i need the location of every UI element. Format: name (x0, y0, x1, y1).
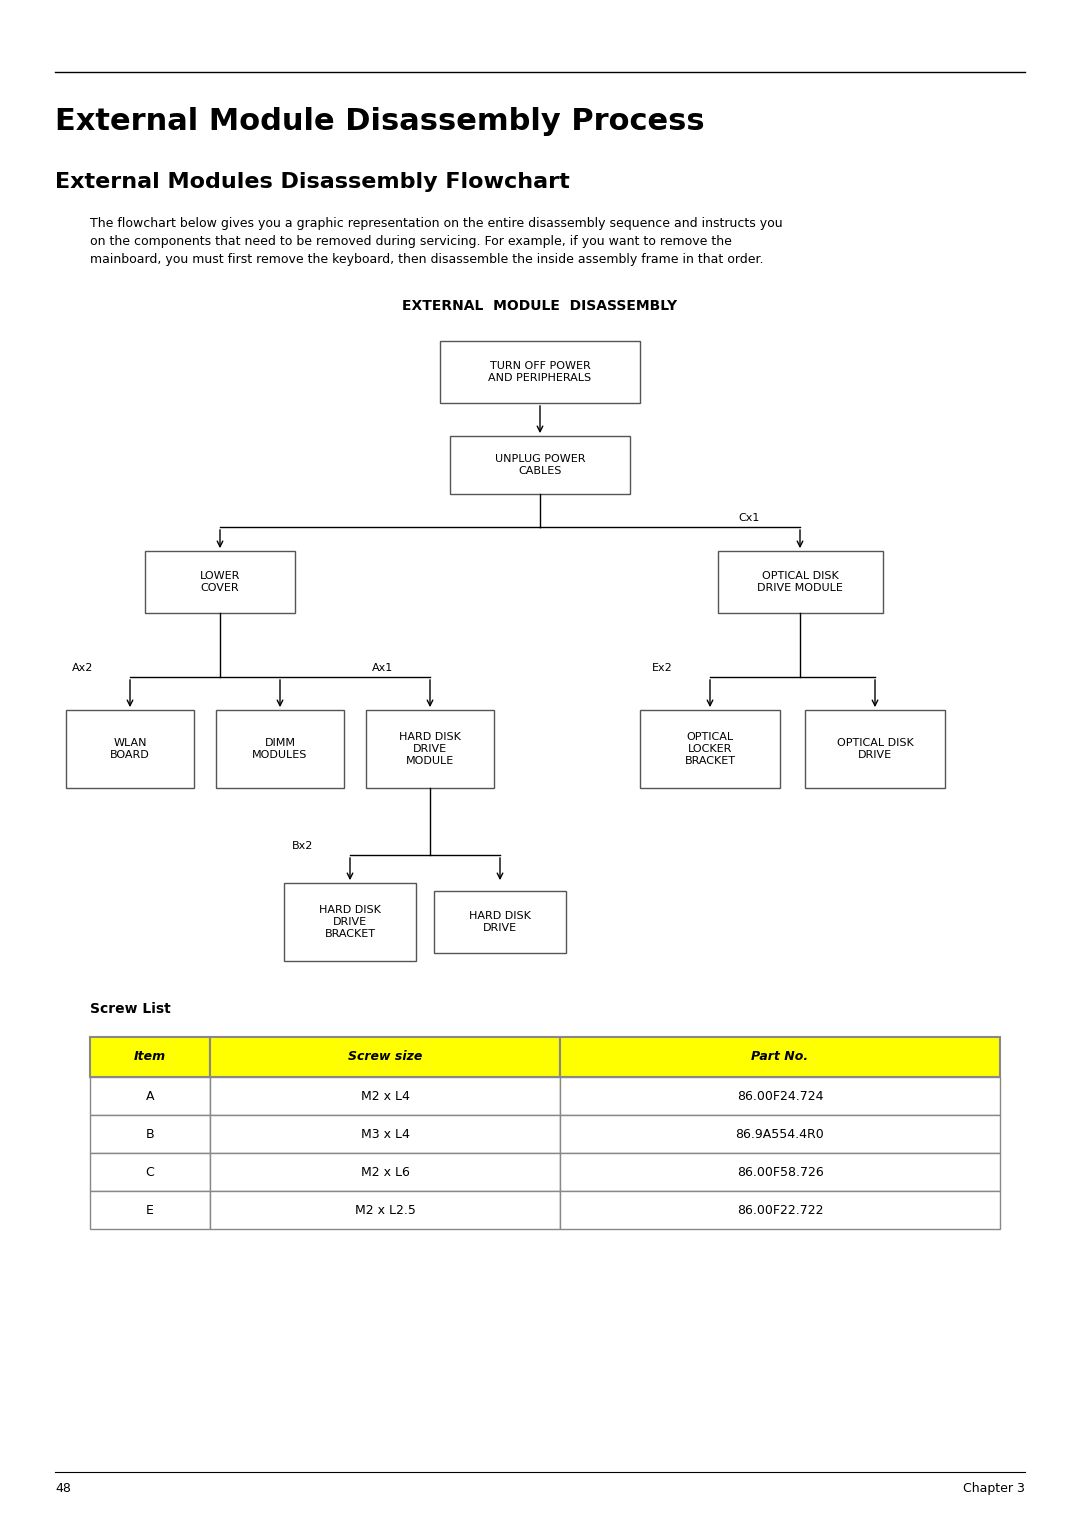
Text: EXTERNAL  MODULE  DISASSEMBLY: EXTERNAL MODULE DISASSEMBLY (403, 299, 677, 313)
Bar (210, 1115, 561, 1153)
Text: OPTICAL
LOCKER
BRACKET: OPTICAL LOCKER BRACKET (685, 733, 735, 765)
Bar (366, 710, 494, 788)
Bar (90, 1153, 210, 1191)
Bar (90, 1191, 210, 1229)
Text: LOWER
COVER: LOWER COVER (200, 571, 240, 592)
Bar (210, 1037, 561, 1077)
Text: 86.00F58.726: 86.00F58.726 (737, 1165, 823, 1179)
Bar (640, 710, 780, 788)
Bar (561, 1153, 1000, 1191)
Bar (90, 1115, 210, 1153)
Text: The flowchart below gives you a graphic representation on the entire disassembly: The flowchart below gives you a graphic … (90, 217, 783, 266)
Text: M2 x L6: M2 x L6 (361, 1165, 409, 1179)
Text: Ax1: Ax1 (372, 663, 393, 673)
Bar (450, 437, 630, 495)
Bar (284, 883, 416, 960)
Text: Part No.: Part No. (752, 1051, 809, 1063)
Bar (561, 1077, 1000, 1115)
Bar (210, 1191, 561, 1229)
Text: 86.9A554.4R0: 86.9A554.4R0 (735, 1127, 824, 1141)
Text: DIMM
MODULES: DIMM MODULES (253, 738, 308, 760)
Bar (561, 1191, 1000, 1229)
Text: WLAN
BOARD: WLAN BOARD (110, 738, 150, 760)
Bar (805, 710, 945, 788)
Bar (90, 1037, 210, 1077)
Bar (145, 551, 295, 612)
Text: External Module Disassembly Process: External Module Disassembly Process (55, 107, 704, 136)
Text: Chapter 3: Chapter 3 (963, 1483, 1025, 1495)
Text: B: B (146, 1127, 154, 1141)
Text: Bx2: Bx2 (292, 841, 313, 851)
Text: OPTICAL DISK
DRIVE MODULE: OPTICAL DISK DRIVE MODULE (757, 571, 842, 592)
Text: A: A (146, 1089, 154, 1102)
Text: 48: 48 (55, 1483, 71, 1495)
Text: HARD DISK
DRIVE
MODULE: HARD DISK DRIVE MODULE (400, 733, 461, 765)
Text: TURN OFF POWER
AND PERIPHERALS: TURN OFF POWER AND PERIPHERALS (488, 362, 592, 383)
Bar (66, 710, 194, 788)
Text: E: E (146, 1203, 154, 1217)
Text: M2 x L2.5: M2 x L2.5 (354, 1203, 416, 1217)
Bar (561, 1115, 1000, 1153)
Text: 86.00F24.724: 86.00F24.724 (737, 1089, 823, 1102)
Text: Screw List: Screw List (90, 1002, 171, 1015)
Text: Screw size: Screw size (348, 1051, 422, 1063)
Text: UNPLUG POWER
CABLES: UNPLUG POWER CABLES (495, 454, 585, 476)
Text: Ax2: Ax2 (72, 663, 93, 673)
Text: 86.00F22.722: 86.00F22.722 (737, 1203, 823, 1217)
Bar (90, 1077, 210, 1115)
Text: Cx1: Cx1 (738, 513, 759, 524)
Bar (440, 341, 640, 403)
Bar (216, 710, 345, 788)
Bar (717, 551, 882, 612)
Text: HARD DISK
DRIVE: HARD DISK DRIVE (469, 912, 531, 933)
Text: Item: Item (134, 1051, 166, 1063)
Bar (434, 890, 566, 953)
Text: Ex2: Ex2 (652, 663, 673, 673)
Text: HARD DISK
DRIVE
BRACKET: HARD DISK DRIVE BRACKET (319, 906, 381, 939)
Text: M3 x L4: M3 x L4 (361, 1127, 409, 1141)
Text: External Modules Disassembly Flowchart: External Modules Disassembly Flowchart (55, 173, 570, 192)
Bar (210, 1153, 561, 1191)
Text: C: C (146, 1165, 154, 1179)
Text: M2 x L4: M2 x L4 (361, 1089, 409, 1102)
Bar (561, 1037, 1000, 1077)
Text: OPTICAL DISK
DRIVE: OPTICAL DISK DRIVE (837, 738, 914, 760)
Bar (210, 1077, 561, 1115)
